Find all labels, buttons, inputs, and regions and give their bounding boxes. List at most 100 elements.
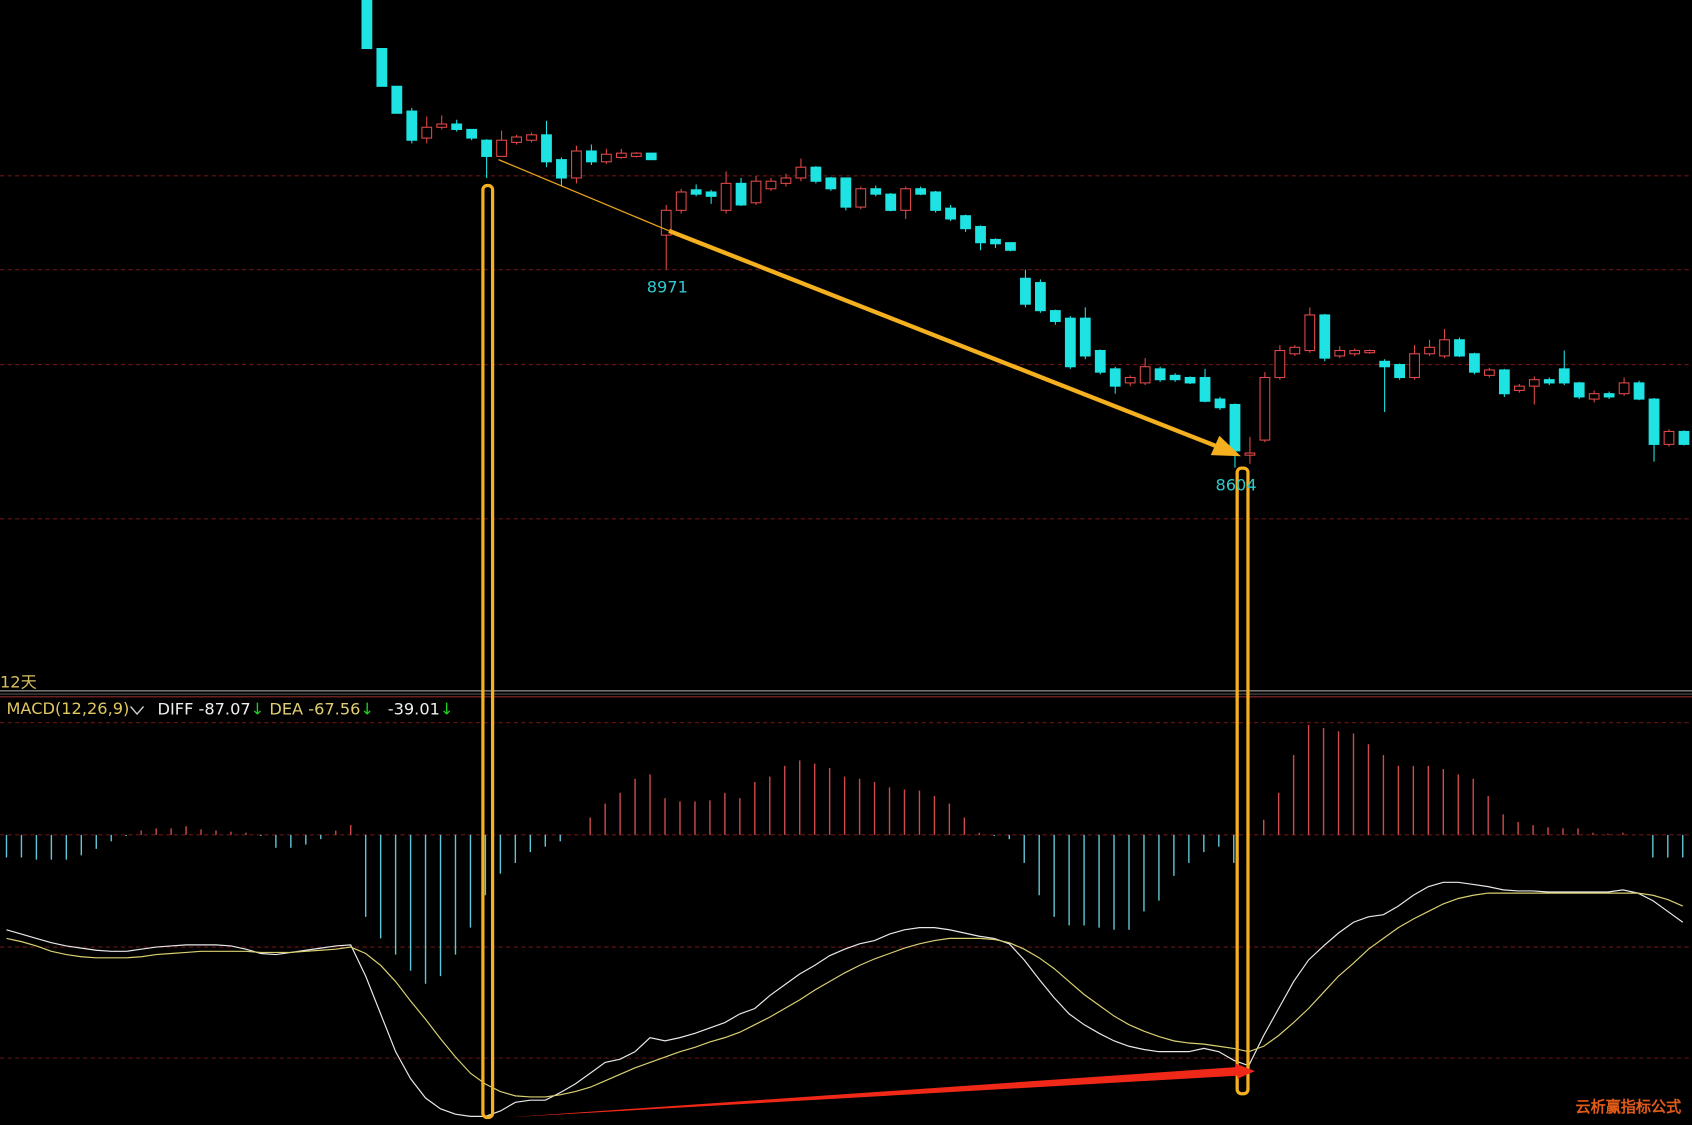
candle-body bbox=[541, 134, 552, 163]
candle-body bbox=[765, 180, 777, 190]
readout-label: DEA bbox=[269, 699, 303, 718]
candle-body bbox=[690, 189, 702, 195]
candle-body bbox=[526, 134, 537, 141]
candle-body bbox=[1349, 350, 1361, 355]
candle-body bbox=[1124, 376, 1136, 384]
candle-body bbox=[810, 166, 822, 182]
candle-body bbox=[930, 191, 942, 211]
drawings bbox=[481, 159, 1255, 1120]
period-label: 12天 bbox=[0, 672, 37, 691]
candle-body bbox=[1558, 368, 1570, 384]
indicator-title[interactable]: MACD(12,26,9) bbox=[6, 699, 129, 718]
candle-body bbox=[1513, 385, 1525, 391]
candle-body bbox=[1633, 382, 1645, 400]
readout-label: DIFF bbox=[158, 699, 194, 718]
candle-body bbox=[451, 123, 463, 130]
candle-body bbox=[1094, 350, 1106, 373]
candle-body bbox=[1289, 346, 1301, 355]
candle-body bbox=[660, 209, 672, 236]
candle-body bbox=[1079, 317, 1091, 357]
readout-value: -87.07 bbox=[199, 699, 251, 718]
arrow-head bbox=[1210, 435, 1241, 457]
candle-body bbox=[780, 177, 792, 184]
candle-body bbox=[990, 238, 1001, 245]
candle-body bbox=[466, 128, 478, 139]
trend-arrow bbox=[498, 159, 670, 232]
candle-body bbox=[1528, 379, 1540, 387]
indicator-line bbox=[6, 892, 1683, 1098]
candle-body bbox=[615, 152, 627, 159]
candle-body bbox=[1154, 368, 1166, 381]
readout-value: -67.56 bbox=[308, 699, 360, 718]
grid bbox=[0, 175, 1692, 1059]
candle-body bbox=[720, 182, 732, 211]
candle-body bbox=[1484, 369, 1495, 376]
candle-body bbox=[511, 136, 522, 143]
macd-lines bbox=[6, 881, 1684, 1117]
candle-body bbox=[960, 215, 971, 230]
candle-body bbox=[750, 180, 762, 204]
candle-body bbox=[1618, 382, 1630, 395]
trend-arrow bbox=[668, 228, 1218, 449]
candle-body bbox=[1259, 376, 1271, 441]
candle-body bbox=[1169, 374, 1181, 381]
candle-body bbox=[855, 188, 867, 208]
candle-body bbox=[885, 193, 897, 211]
candle-body bbox=[1005, 242, 1016, 251]
arrow-head bbox=[1235, 1063, 1255, 1079]
candle-body bbox=[600, 153, 612, 163]
candle-body bbox=[840, 177, 852, 208]
candle-body bbox=[1573, 382, 1585, 398]
candles bbox=[361, 0, 1690, 468]
candle-body bbox=[1035, 282, 1046, 312]
candle-body bbox=[1469, 353, 1480, 373]
candle-body bbox=[1439, 339, 1450, 357]
readout-trend: ↓ bbox=[251, 699, 265, 718]
candle-body bbox=[945, 207, 956, 220]
dropdown-chevron[interactable] bbox=[130, 706, 145, 716]
candle-body bbox=[1274, 350, 1286, 379]
watermark: 云析赢指标公式 bbox=[1576, 1098, 1682, 1116]
candle-body bbox=[1184, 376, 1196, 384]
candle-body bbox=[1424, 346, 1435, 355]
candle-body bbox=[585, 150, 597, 163]
candle-body bbox=[1588, 393, 1600, 400]
candle-body bbox=[361, 0, 373, 50]
candle-body bbox=[630, 152, 642, 157]
candle-body bbox=[1648, 398, 1660, 445]
candle-body bbox=[481, 139, 493, 157]
candle-body bbox=[795, 166, 807, 179]
candle-body bbox=[735, 182, 747, 206]
candle-body bbox=[571, 150, 582, 179]
candle-body bbox=[1543, 379, 1555, 384]
highlight-box bbox=[1235, 466, 1250, 1096]
candle-body bbox=[1214, 398, 1226, 409]
candle-body bbox=[900, 188, 912, 211]
candle-body bbox=[915, 188, 927, 195]
candle-body bbox=[421, 126, 433, 139]
candle-body bbox=[496, 139, 507, 157]
candle-body bbox=[1229, 403, 1241, 452]
candle-body bbox=[645, 152, 657, 161]
candle-body bbox=[1244, 452, 1256, 456]
candle-body bbox=[1364, 350, 1376, 354]
readout-trend: ↓ bbox=[440, 699, 454, 718]
readout: DIFF -87.07↓ DEA -67.56↓ -39.01↓ bbox=[158, 699, 454, 718]
candle-body bbox=[376, 47, 388, 87]
divergence-line bbox=[507, 1066, 1244, 1118]
candle-body bbox=[1409, 353, 1420, 379]
candle-body bbox=[675, 191, 687, 211]
candle-body bbox=[1379, 360, 1391, 368]
macd-histogram bbox=[5, 724, 1684, 984]
highlight-box bbox=[481, 183, 495, 1120]
readout-trend: ↓ bbox=[360, 699, 374, 718]
readout-value: -39.01 bbox=[388, 699, 440, 718]
candle-body bbox=[870, 188, 882, 195]
candle-body bbox=[1319, 314, 1331, 359]
candle-body bbox=[705, 191, 717, 197]
candle-body bbox=[1334, 350, 1346, 357]
candle-body bbox=[391, 85, 403, 114]
